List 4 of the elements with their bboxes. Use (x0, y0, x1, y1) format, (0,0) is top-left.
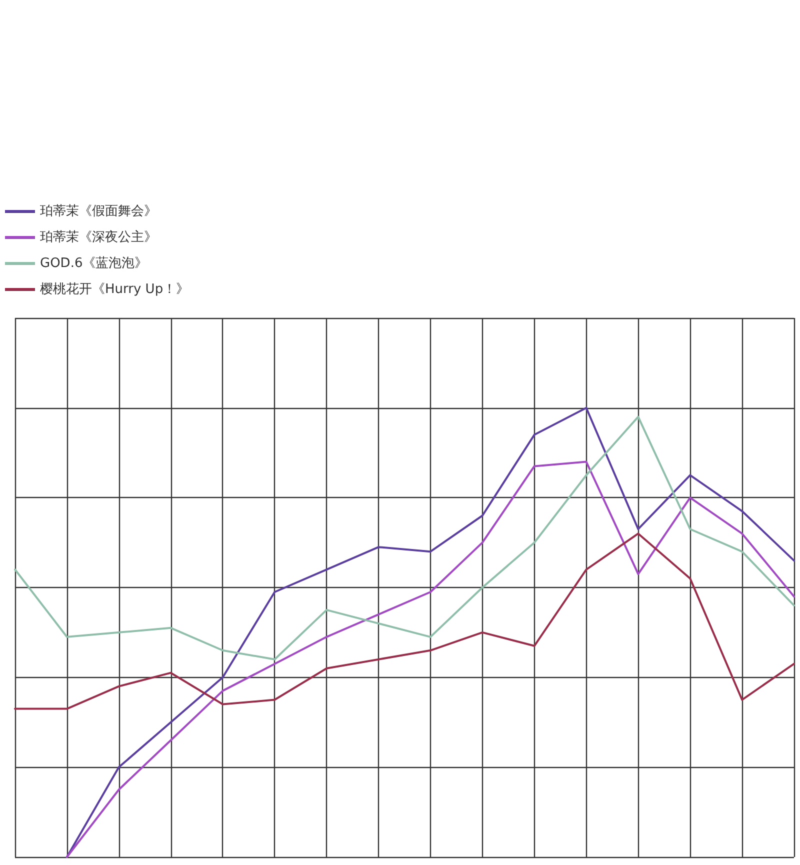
legend-label: GOD.6《蓝泡泡》 (40, 256, 148, 271)
legend-label: 珀蒂茉《假面舞会》 (40, 204, 157, 219)
legend-label: 樱桃花开《Hurry Up！》 (40, 282, 190, 297)
legend-label: 珀蒂茉《深夜公主》 (40, 229, 157, 245)
